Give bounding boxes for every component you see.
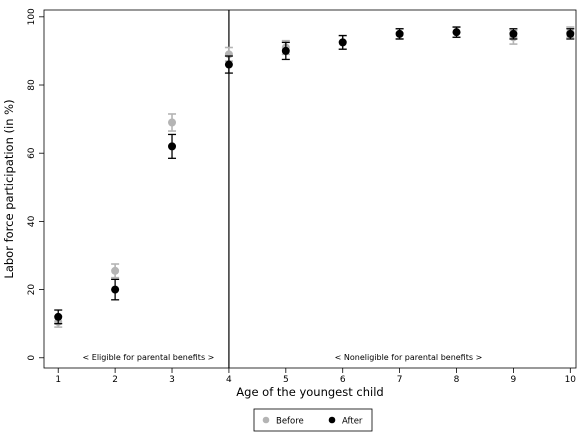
x-tick-label-0: 1 [55, 375, 61, 385]
legend-box [253, 408, 373, 432]
point-after-8 [452, 28, 461, 37]
y-tick-label-1: 20 [27, 284, 37, 296]
legend-label-before: Before [276, 417, 304, 427]
y-tick-label-3: 60 [27, 147, 37, 159]
x-tick-label-1: 2 [112, 375, 118, 385]
y-axis-title: Labor force participation (in %) [2, 99, 16, 278]
x-tick-label-7: 8 [454, 375, 460, 385]
legend: Before After [253, 408, 373, 432]
legend-marker-before [262, 416, 270, 424]
point-before-2 [111, 266, 120, 275]
y-axis: 0 20 40 60 80 100 [27, 8, 44, 361]
annotation-eligible: < Eligible for parental benefits > [83, 353, 215, 362]
x-tick-label-4: 5 [283, 375, 289, 385]
series-after [54, 26, 575, 325]
y-tick-label-0: 0 [27, 355, 37, 361]
point-after-5 [281, 46, 290, 55]
point-after-7 [395, 29, 404, 38]
plot-area [43, 9, 577, 369]
point-after-10 [566, 29, 575, 38]
point-after-9 [509, 29, 518, 38]
legend-label-after: After [342, 417, 363, 427]
x-axis-title: Age of the youngest child [236, 385, 383, 399]
x-axis: 1 2 3 4 5 6 7 8 9 10 [55, 368, 576, 385]
x-tick-label-3: 4 [226, 375, 232, 385]
point-before-3 [168, 118, 177, 127]
point-after-1 [54, 312, 63, 321]
x-tick-label-9: 10 [565, 375, 577, 385]
x-tick-label-8: 9 [511, 375, 517, 385]
y-tick-label-5: 100 [27, 8, 37, 25]
point-after-6 [338, 38, 347, 47]
point-after-3 [168, 142, 177, 151]
x-tick-label-2: 3 [169, 375, 175, 385]
x-tick-label-5: 6 [340, 375, 346, 385]
legend-marker-after [328, 416, 336, 424]
y-tick-label-4: 80 [27, 79, 37, 91]
point-after-4 [224, 60, 233, 69]
x-tick-label-6: 7 [397, 375, 403, 385]
point-after-2 [111, 285, 120, 294]
y-tick-label-2: 40 [27, 215, 37, 227]
series-layer [54, 26, 575, 328]
annotation-noneligible: < Noneligible for parental benefits > [335, 353, 483, 362]
